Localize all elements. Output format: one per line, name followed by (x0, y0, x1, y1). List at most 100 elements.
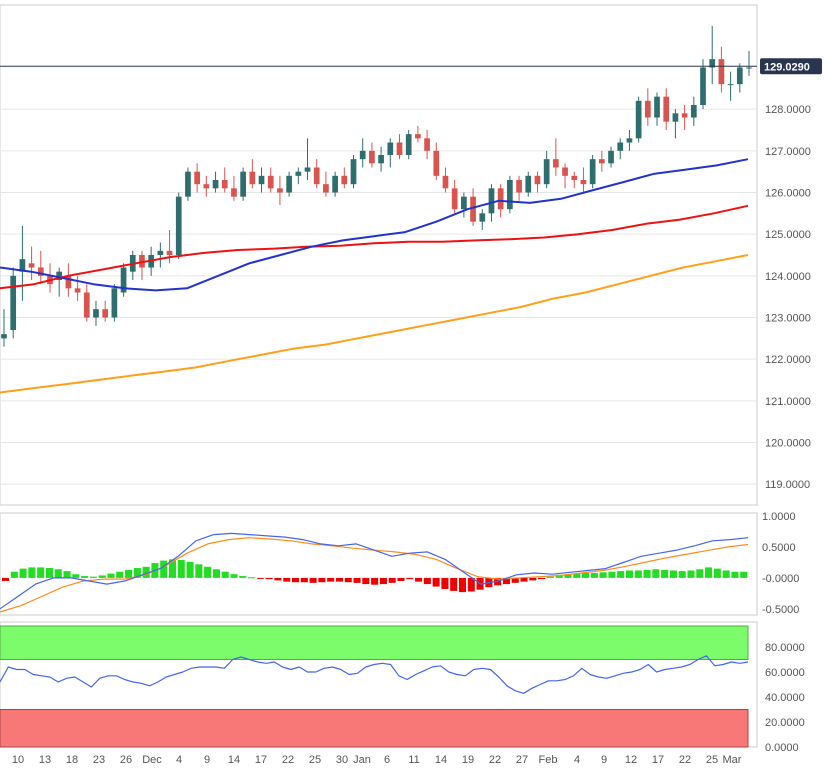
candle-bearish (433, 150, 440, 176)
histogram-bar-positive (731, 571, 739, 578)
histogram-bar-negative (256, 577, 264, 579)
candle-bullish (525, 175, 532, 193)
histogram-bar-positive (10, 571, 18, 578)
histogram-bar-positive (28, 567, 36, 578)
x-tick-label: 26 (120, 754, 132, 766)
histogram-bar-positive (669, 570, 677, 578)
x-tick-label: Dec (142, 754, 162, 766)
histogram-bar-negative (511, 577, 519, 583)
candle-bullish (185, 171, 191, 197)
histogram-bar-negative (441, 577, 449, 590)
candle-bullish (258, 175, 265, 185)
histogram-bar-positive (248, 577, 256, 579)
oscillator-panel: 80.0000 60.0000 40.0000 20.0000 0.0000 (0, 621, 805, 754)
candle-bearish (83, 292, 90, 318)
histogram-bar-positive (634, 570, 642, 578)
candle-bearish (644, 100, 651, 118)
candle-bearish (534, 175, 541, 185)
candle-bullish (626, 138, 633, 143)
price-y-tick-label: 119.0000 (765, 479, 810, 491)
oscillator-y-tick-label: 80.0000 (765, 642, 805, 654)
oscillator-value-line (0, 655, 749, 694)
candle-bearish (74, 288, 81, 293)
candle-bearish (663, 96, 670, 122)
candle-bearish (681, 113, 688, 118)
histogram-bar-negative (327, 577, 335, 582)
histogram-bar-negative (274, 577, 282, 581)
histogram-bar-negative (520, 577, 528, 582)
candle-bearish (369, 150, 375, 164)
x-tick-label: Feb (539, 754, 558, 766)
x-tick-label: 4 (176, 754, 182, 766)
candle-bearish (102, 309, 109, 318)
price-plot-frame (0, 4, 758, 506)
x-tick-label: Jan (353, 754, 371, 766)
histogram-bar-negative (379, 577, 387, 585)
candle-bearish (37, 267, 44, 276)
histogram-bar-negative (388, 577, 396, 583)
candle-bearish (65, 275, 72, 289)
histogram-bar-negative (450, 577, 458, 591)
candle-bullish (617, 142, 624, 151)
candle-bearish (267, 175, 274, 189)
oscillator-y-tick-label: 0.0000 (765, 742, 799, 754)
histogram-bar-positive (63, 571, 71, 578)
ma-mid-line (0, 204, 749, 290)
candle-bullish (736, 67, 743, 85)
histogram-bar-positive (230, 574, 238, 578)
price-y-tick-label: 126.0000 (765, 188, 811, 200)
candle-bullish (589, 159, 596, 185)
histogram-bar-negative (344, 577, 352, 583)
x-tick-label: Mar (723, 754, 742, 766)
histogram-bar-negative (292, 577, 300, 583)
candle-bullish (175, 196, 182, 255)
histogram-bar-positive (37, 567, 45, 578)
histogram-bar-negative (502, 577, 510, 585)
candle-bearish (194, 171, 200, 185)
candle-bearish (516, 180, 522, 193)
histogram-bar-positive (696, 569, 704, 578)
candle-bearish (497, 188, 504, 210)
candle-bullish (635, 100, 642, 139)
histogram-bar-positive (599, 572, 607, 578)
histogram-bar-negative (283, 577, 291, 582)
candle-bullish (507, 180, 513, 210)
x-tick-label: 18 (66, 754, 78, 766)
candle-bearish (221, 180, 228, 189)
histogram-bar-positive (608, 571, 616, 578)
histogram-bar-negative (423, 577, 431, 585)
x-tick-label: 9 (601, 754, 607, 766)
histogram-bar-negative (362, 577, 370, 585)
oscillator-line (0, 532, 749, 610)
candle-bullish (212, 180, 219, 189)
histogram-bar-positive (212, 569, 220, 578)
candle-bullish (690, 105, 697, 118)
price-y-tick-label: 127.0000 (765, 146, 811, 158)
histogram-panel: 1.0000 0.5000 -0.0000 -0.5000 (0, 511, 799, 616)
histogram-bar-positive (643, 569, 651, 578)
x-tick-label: 19 (462, 754, 474, 766)
candle-bearish (571, 175, 578, 180)
candle-bullish (543, 159, 550, 185)
histogram-bar-negative (529, 577, 537, 581)
histogram-bar-positive (168, 559, 177, 578)
price-panel: 119.0000 120.0000 121.0000 122.0000 123.0000… (0, 4, 822, 506)
oscillator-y-tick-label: 20.0000 (765, 717, 805, 729)
candle-bullish (709, 59, 716, 68)
histogram-bar-positive (617, 571, 625, 578)
histogram-bar-positive (133, 568, 141, 578)
price-y-tick-label: 122.0000 (765, 354, 811, 366)
ma-fast-line (0, 158, 749, 292)
candle-bearish (598, 159, 605, 164)
overbought-zone (0, 625, 749, 660)
candle-bullish (654, 96, 660, 118)
candle-bullish (746, 67, 752, 69)
x-tick-label: 22 (282, 754, 294, 766)
histogram-bar-negative (538, 577, 546, 580)
oscillator-y-tick-label: 60.0000 (765, 667, 805, 679)
candle-bearish (470, 196, 476, 222)
candle-bullish (10, 275, 17, 330)
candle-bullish (120, 267, 127, 293)
candle-bullish (479, 213, 486, 222)
candle-bearish (277, 188, 283, 193)
